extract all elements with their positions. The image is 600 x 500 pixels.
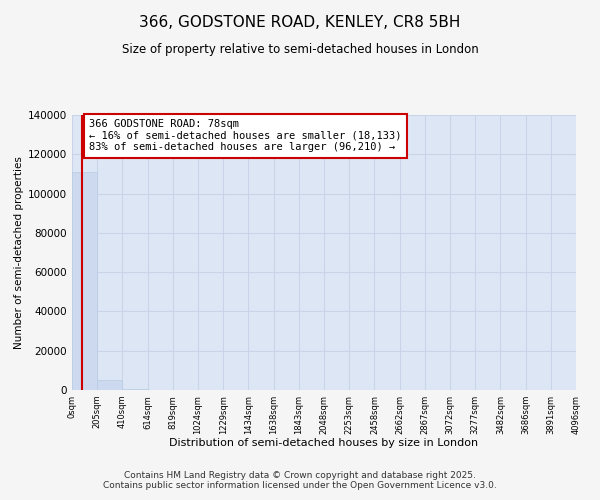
- Text: 366, GODSTONE ROAD, KENLEY, CR8 5BH: 366, GODSTONE ROAD, KENLEY, CR8 5BH: [139, 15, 461, 30]
- Text: Size of property relative to semi-detached houses in London: Size of property relative to semi-detach…: [122, 42, 478, 56]
- Bar: [97, 380, 122, 390]
- Text: Contains HM Land Registry data © Crown copyright and database right 2025.
Contai: Contains HM Land Registry data © Crown c…: [103, 470, 497, 490]
- Bar: [72, 172, 97, 390]
- Text: Distribution of semi-detached houses by size in London: Distribution of semi-detached houses by …: [169, 438, 479, 448]
- Text: 366 GODSTONE ROAD: 78sqm
← 16% of semi-detached houses are smaller (18,133)
83% : 366 GODSTONE ROAD: 78sqm ← 16% of semi-d…: [89, 119, 401, 152]
- Bar: [122, 389, 148, 390]
- Y-axis label: Number of semi-detached properties: Number of semi-detached properties: [14, 156, 24, 349]
